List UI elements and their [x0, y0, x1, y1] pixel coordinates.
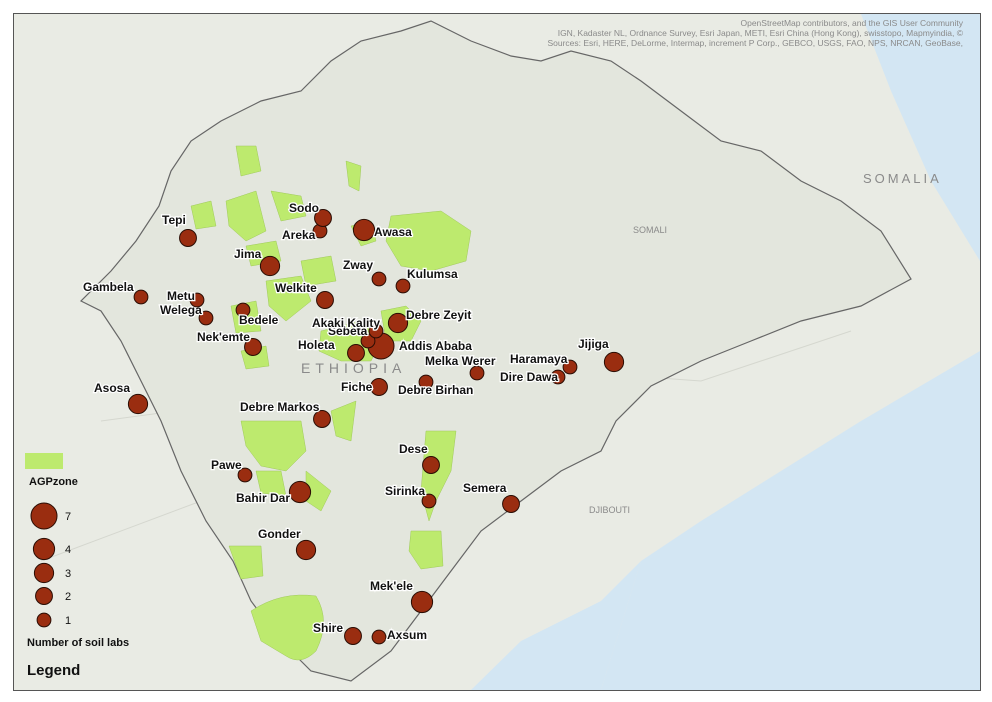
lab-label-awasa: Awasa — [374, 225, 412, 239]
lab-label-areka: Areka — [282, 228, 316, 242]
label-somali: SOMALI — [633, 225, 667, 235]
lab-label-shire: Shire — [313, 621, 343, 635]
lab-label-haramaya: Haramaya — [510, 352, 568, 366]
lab-marker-axsum[interactable] — [371, 629, 387, 645]
lab-label-dire-dawa: Dire Dawa — [500, 370, 558, 384]
red-sea — [471, 561, 641, 690]
lab-label-addis-ababa: Addis Ababa — [399, 339, 472, 353]
lab-marker-pawe[interactable] — [237, 467, 253, 483]
gulf-of-aden — [601, 351, 980, 690]
lab-label-debre-zeyit: Debre Zeyit — [406, 308, 471, 322]
legend-size-symbol-4 — [32, 537, 56, 561]
lab-marker-haramaya[interactable] — [562, 359, 578, 375]
lab-label-sirinka: Sirinka — [385, 484, 425, 498]
lab-marker-debre-markos[interactable] — [313, 410, 331, 428]
label-ethiopia: ETHIOPIA — [301, 360, 406, 376]
legend-size-label-7: 7 — [65, 511, 71, 523]
lab-marker-gambela[interactable] — [133, 289, 149, 305]
lab-marker-awasa[interactable] — [352, 218, 376, 242]
lab-marker-asosa[interactable] — [127, 393, 149, 415]
lab-label-nek-emte: Nek'emte — [197, 330, 250, 344]
lab-marker-kulumsa[interactable] — [395, 278, 411, 294]
lab-label-axsum: Axsum — [387, 628, 427, 642]
lab-label-metu: Metu — [167, 289, 195, 303]
lab-marker-metu[interactable] — [189, 292, 205, 308]
lab-marker-sodo[interactable] — [314, 209, 332, 227]
lab-label-sodo: Sodo — [289, 201, 319, 215]
lab-marker-welkite[interactable] — [316, 291, 334, 309]
attribution-line-2: IGN, Kadaster NL, Ordnance Survey, Esri … — [558, 28, 964, 38]
attribution-line-3: OpenStreetMap contributors, and the GIS … — [740, 18, 963, 28]
lab-marker-bedele[interactable] — [235, 302, 251, 318]
lab-marker-sebeta[interactable] — [360, 333, 376, 349]
lab-marker-gonder[interactable] — [295, 539, 317, 561]
ethiopia-boundary — [79, 20, 912, 682]
lab-marker-debre-zeyit[interactable] — [387, 312, 409, 334]
lab-marker-holeta[interactable] — [347, 344, 365, 362]
lab-label-semera: Semera — [463, 481, 507, 495]
legend-size-symbol-1 — [36, 612, 52, 628]
lab-marker-dire-dawa[interactable] — [550, 369, 566, 385]
lab-label-debre-birhan: Debre Birhan — [398, 383, 473, 397]
legend-size-symbol-3 — [33, 562, 55, 584]
lab-marker-shire[interactable] — [344, 627, 362, 645]
lab-label-kulumsa: Kulumsa — [407, 267, 458, 281]
lab-label-dese: Dese — [399, 442, 428, 456]
indian-ocean — [861, 14, 980, 261]
legend-size-label-2: 2 — [65, 591, 71, 603]
lab-marker-jijiga[interactable] — [603, 351, 625, 373]
lab-marker-melka-werer[interactable] — [469, 365, 485, 381]
lab-label-tepi: Tepi — [162, 213, 186, 227]
attribution-line-1: Sources: Esri, HERE, DeLorme, Intermap, … — [547, 38, 963, 48]
legend-agp-label: AGPzone — [29, 476, 78, 488]
lab-marker-tepi[interactable] — [179, 229, 197, 247]
labs-layer: Axsum Shire Mek'ele Gonder Semera Sirinka Bahi… — [82, 200, 625, 645]
lab-marker-zway[interactable] — [371, 271, 387, 287]
lab-label-melka-werer: Melka Werer — [425, 354, 496, 368]
lab-marker-fiche[interactable] — [370, 378, 388, 396]
lab-label-jima: Jima — [234, 247, 262, 261]
legend-size-symbol-2 — [35, 587, 53, 605]
legend-sizes: 1 2 3 4 7 — [30, 502, 71, 628]
lab-label-fiche: Fiche — [341, 380, 373, 394]
lab-label-welkite: Welkite — [275, 281, 317, 295]
lab-label-pawe: Pawe — [211, 458, 242, 472]
lab-marker-mek-ele[interactable] — [410, 590, 434, 614]
lab-marker-debre-birhan[interactable] — [418, 374, 434, 390]
lab-label-zway: Zway — [343, 258, 373, 272]
lab-label-asosa: Asosa — [94, 381, 130, 395]
lab-label-mek-ele: Mek'ele — [370, 579, 413, 593]
lab-label-akaki-kality: Akaki Kality — [312, 316, 380, 330]
lab-label-bahir-dar: Bahir Dar — [236, 491, 290, 505]
legend-size-title: Number of soil labs — [27, 637, 129, 649]
legend-size-label-4: 4 — [65, 544, 71, 556]
lab-marker-welega[interactable] — [198, 310, 214, 326]
label-somalia: SOMALIA — [863, 171, 942, 186]
lab-label-debre-markos: Debre Markos — [240, 400, 320, 414]
legend: Legend Number of soil labs 1 2 3 4 7 AGPzone — [25, 453, 129, 679]
lab-label-gambela: Gambela — [83, 280, 134, 294]
label-djibouti: DJIBOUTI — [589, 505, 630, 515]
legend-agp-swatch — [25, 453, 63, 469]
lab-marker-dese[interactable] — [422, 456, 440, 474]
lab-marker-sirinka[interactable] — [421, 493, 437, 509]
legend-title: Legend — [27, 662, 80, 679]
lab-label-holeta: Holeta — [298, 338, 335, 352]
lab-marker-nek-emte[interactable] — [244, 338, 262, 356]
lab-label-bedele: Bedele — [239, 313, 279, 327]
lab-label-welega: Welega — [160, 303, 202, 317]
lab-marker-semera[interactable] — [502, 495, 520, 513]
lab-marker-akaki-kality[interactable] — [368, 323, 384, 339]
lab-label-sebeta: Sebeta — [328, 324, 368, 338]
map-canvas[interactable]: SOMALIA ETHIOPIA DJIBOUTI SOMALI Sources… — [14, 14, 980, 690]
lab-label-gonder: Gonder — [258, 527, 301, 541]
lab-label-jijiga: Jijiga — [578, 337, 609, 351]
legend-size-label-3: 3 — [65, 568, 71, 580]
map-frame: SOMALIA ETHIOPIA DJIBOUTI SOMALI Sources… — [13, 13, 981, 691]
legend-size-label-1: 1 — [65, 615, 71, 627]
lab-marker-bahir-dar[interactable] — [288, 480, 312, 504]
lab-marker-jima[interactable] — [259, 255, 281, 277]
legend-size-symbol-7 — [30, 502, 58, 530]
